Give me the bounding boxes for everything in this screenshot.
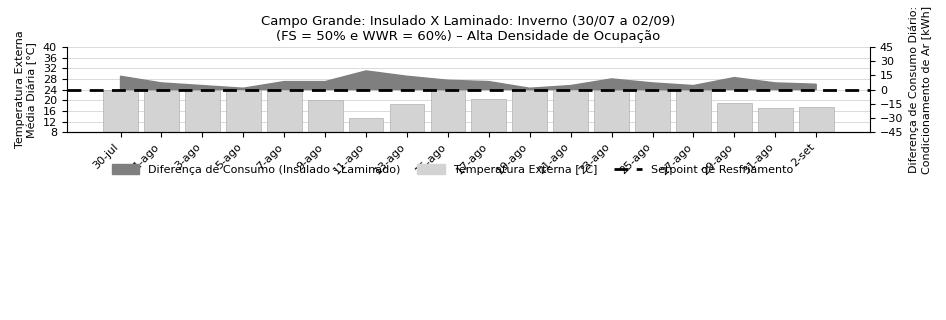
Bar [594, 90, 629, 132]
Y-axis label: Temperatura Externa
Média Diária [°C]: Temperatura Externa Média Diária [°C] [15, 31, 37, 148]
Bar [676, 90, 710, 132]
Bar [430, 90, 465, 132]
Title: Campo Grande: Insulado X Laminado: Inverno (30/07 a 02/09)
(FS = 50% e WWR = 60%: Campo Grande: Insulado X Laminado: Inver… [261, 15, 675, 43]
Bar [267, 87, 302, 132]
Bar [390, 104, 425, 132]
Bar [717, 103, 752, 132]
Bar [471, 99, 506, 132]
Bar [307, 100, 342, 132]
Bar [553, 88, 588, 132]
Bar [758, 108, 793, 132]
Bar [635, 90, 670, 132]
Bar [513, 90, 547, 132]
Bar [798, 107, 833, 132]
Bar [144, 90, 179, 132]
Y-axis label: Diferença de Consumo Diário:
Condicionamento de Ar [kWh]: Diferença de Consumo Diário: Condicionam… [909, 5, 931, 174]
Bar [185, 90, 219, 132]
Polygon shape [120, 71, 816, 90]
Bar [103, 90, 138, 132]
Bar [349, 117, 383, 132]
Bar [226, 88, 261, 132]
Legend: Diferença de Consumo (Insulado - Laminado), Temperatura Externa [°C], Setpoint d: Diferença de Consumo (Insulado - Laminad… [107, 160, 797, 180]
